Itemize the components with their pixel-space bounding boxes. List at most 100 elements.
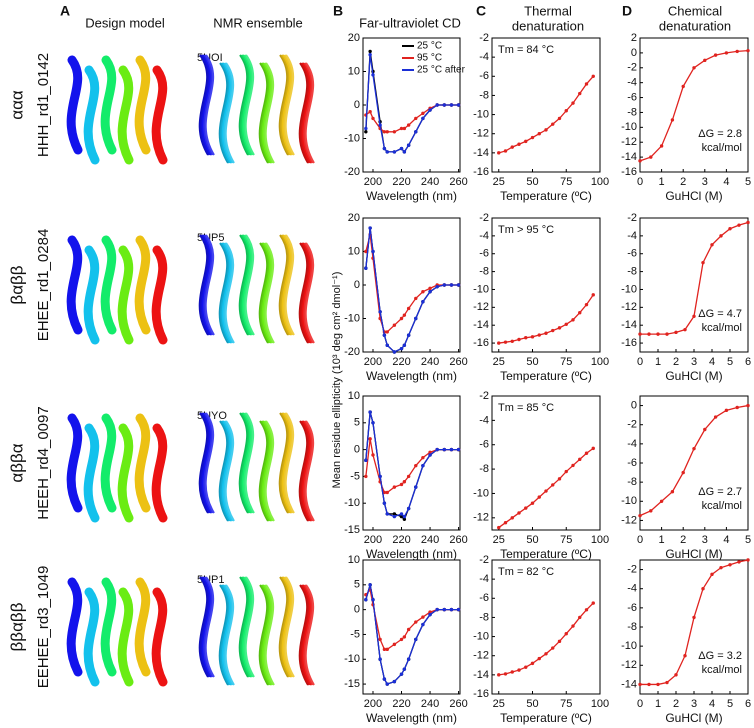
data-point bbox=[544, 331, 548, 335]
y-tick-label: -8 bbox=[479, 463, 489, 475]
nmr-ensemble bbox=[284, 54, 295, 156]
x-axis-title: GuHCl (M) bbox=[665, 711, 722, 725]
nmr-ensemble bbox=[283, 576, 294, 678]
series-line bbox=[498, 75, 594, 154]
nmr-ensemble bbox=[281, 576, 292, 678]
annotation: kcal/mol bbox=[702, 142, 742, 154]
data-point bbox=[392, 350, 397, 354]
x-tick-label: 1 bbox=[655, 698, 661, 710]
design-name: EHEE_rd1_0284 bbox=[35, 229, 52, 342]
x-tick-label: 0 bbox=[637, 698, 643, 710]
nmr-ensemble bbox=[220, 420, 231, 522]
plot-frame bbox=[491, 37, 601, 173]
data-point bbox=[414, 463, 418, 468]
x-tick-label: 200 bbox=[364, 356, 382, 368]
y-tick-label: -8 bbox=[479, 266, 489, 278]
data-point bbox=[435, 447, 439, 452]
data-point bbox=[638, 159, 642, 163]
y-tick-label: -15 bbox=[344, 524, 360, 536]
data-point bbox=[524, 506, 528, 510]
data-point bbox=[551, 646, 555, 650]
nmr-ensemble bbox=[283, 412, 294, 514]
data-point bbox=[406, 143, 411, 147]
data-point bbox=[368, 410, 372, 414]
data-point bbox=[382, 146, 387, 151]
data-point bbox=[392, 485, 397, 489]
data-point bbox=[692, 615, 696, 620]
nmr-ensemble bbox=[284, 412, 295, 514]
y-tick-label: 0 bbox=[354, 279, 360, 291]
nmr-ensemble bbox=[224, 584, 235, 686]
series-line bbox=[365, 227, 459, 353]
data-point bbox=[719, 565, 723, 570]
y-tick-label: -12 bbox=[473, 650, 489, 662]
topology-label: ααα bbox=[7, 90, 26, 120]
data-point bbox=[414, 316, 418, 321]
data-point bbox=[517, 337, 521, 342]
nmr-ensemble bbox=[203, 234, 214, 336]
data-point bbox=[421, 622, 425, 627]
data-point bbox=[497, 525, 501, 530]
nmr-ensemble bbox=[240, 576, 251, 678]
y-tick-label: -6 bbox=[627, 602, 637, 614]
data-point bbox=[392, 679, 397, 684]
data-point bbox=[402, 514, 407, 519]
y-tick-label: -4 bbox=[627, 438, 637, 450]
nmr-ensemble bbox=[241, 412, 252, 514]
data-point bbox=[428, 290, 432, 294]
x-tick-label: 100 bbox=[591, 356, 609, 368]
x-tick-label: 200 bbox=[364, 534, 382, 546]
data-point bbox=[406, 333, 411, 337]
nmr-ensemble bbox=[221, 242, 232, 344]
x-tick-label: 50 bbox=[526, 534, 538, 546]
data-point bbox=[510, 670, 514, 674]
data-point bbox=[638, 513, 642, 518]
y-tick-label: -2 bbox=[479, 212, 489, 224]
data-point bbox=[428, 108, 432, 112]
data-point bbox=[584, 82, 589, 86]
y-tick-label: -15 bbox=[344, 678, 360, 690]
y-tick-label: -4 bbox=[627, 230, 637, 242]
data-point bbox=[382, 130, 387, 134]
data-point bbox=[670, 490, 675, 494]
topology-label: βαββ bbox=[7, 265, 26, 304]
data-point bbox=[674, 330, 678, 335]
y-tick-label: -10 bbox=[621, 283, 637, 295]
annotation: ΔG = 3.2 bbox=[698, 650, 742, 662]
data-point bbox=[414, 620, 418, 624]
nmr-ensemble bbox=[244, 234, 255, 336]
data-point bbox=[392, 642, 397, 647]
data-point bbox=[537, 495, 541, 499]
data-point bbox=[728, 563, 732, 567]
nmr-ensemble bbox=[300, 584, 311, 686]
x-axis-title: GuHCl (M) bbox=[665, 189, 722, 203]
annotation: Tm = 84 °C bbox=[498, 44, 554, 56]
data-point bbox=[414, 637, 418, 642]
y-tick-label: -12 bbox=[621, 659, 637, 671]
annotation: kcal/mol bbox=[702, 500, 742, 512]
data-point bbox=[649, 509, 653, 513]
y-tick-label: -2 bbox=[627, 563, 637, 575]
nmr-ensemble bbox=[298, 584, 309, 686]
nmr-ensemble bbox=[244, 576, 255, 678]
x-tick-label: 75 bbox=[560, 356, 572, 368]
data-point bbox=[399, 482, 404, 487]
data-point bbox=[571, 101, 575, 105]
nmr-ensemble bbox=[198, 412, 209, 514]
data-point bbox=[524, 139, 528, 144]
data-point bbox=[591, 74, 595, 78]
data-point bbox=[681, 470, 685, 475]
x-tick-label: 5 bbox=[745, 176, 751, 188]
column-header: Chemical bbox=[668, 3, 722, 18]
data-point bbox=[364, 474, 368, 479]
nmr-ensemble bbox=[278, 54, 289, 156]
data-point bbox=[456, 447, 461, 452]
protein-cartoon bbox=[117, 587, 134, 687]
nmr-ensemble bbox=[278, 576, 289, 678]
y-tick-label: 20 bbox=[348, 32, 360, 44]
nmr-ensemble bbox=[198, 234, 209, 336]
column-header: Thermal bbox=[524, 3, 572, 18]
data-point bbox=[656, 332, 660, 336]
nmr-ensemble bbox=[303, 62, 314, 164]
panel-letter: B bbox=[333, 3, 343, 19]
